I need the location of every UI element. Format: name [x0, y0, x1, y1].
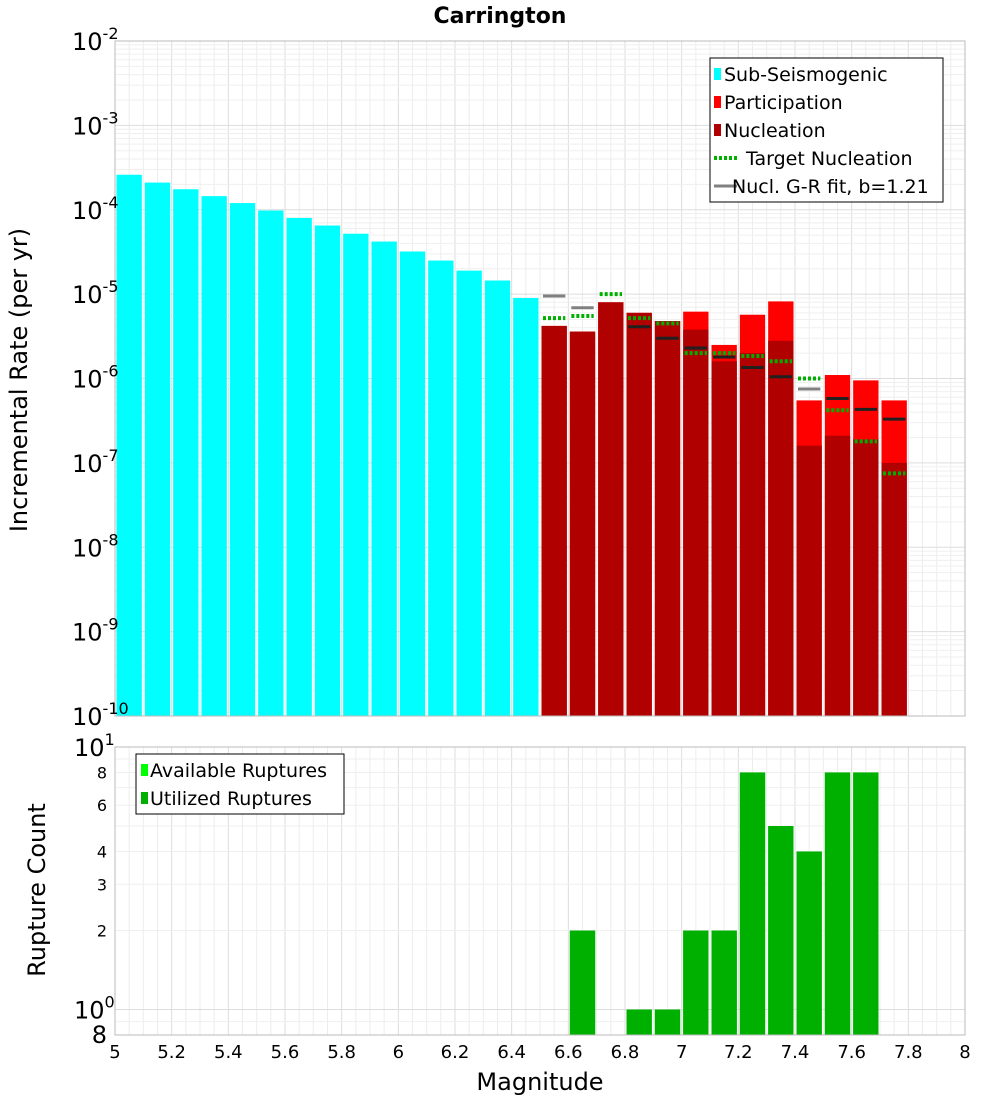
count-y-tick-label: 3: [97, 875, 107, 894]
x-tick-label: 6: [393, 1042, 404, 1063]
count-y-tick-label: 100: [74, 993, 115, 1025]
x-axis-label: Magnitude: [476, 1068, 603, 1096]
rate-legend-nucl-g-r-fit-b-1-21-label: Nucl. G-R fit, b=1.21: [732, 176, 929, 198]
rate-bar-sub-seismogenic: [229, 203, 256, 716]
count-bar-utilized-ruptures: [796, 851, 822, 1035]
count-legend-utilized-ruptures-label: Utilized Ruptures: [150, 788, 312, 810]
rate-bar-nucleation: [768, 340, 794, 716]
x-tick-label: 7.2: [724, 1042, 753, 1063]
rate-bar-nucleation: [881, 462, 907, 716]
rate-legend-target-nucleation-label: Target Nucleation: [745, 148, 913, 170]
rate-bar-sub-seismogenic: [428, 260, 454, 716]
x-tick-label: 6.4: [497, 1042, 526, 1063]
count-bar-utilized-ruptures: [569, 930, 596, 1035]
rate-bar-sub-seismogenic: [343, 233, 369, 716]
x-tick-label: 8: [959, 1042, 970, 1063]
x-tick-label: 7.4: [781, 1042, 810, 1063]
count-y-tick-label: 6: [97, 796, 107, 815]
count-legend-available-ruptures-label: Available Ruptures: [150, 760, 327, 782]
rate-y-tick-label: 10-4: [72, 193, 119, 225]
rate-y-tick-label: 10-9: [72, 615, 119, 647]
rate-plot-frame: [114, 40, 966, 717]
rate-bar-nucleation: [598, 302, 624, 716]
rate-legend-box: [709, 57, 944, 203]
rate-bar-sub-seismogenic: [201, 196, 227, 716]
rate-legend-participation-swatch: [714, 96, 721, 108]
rate-legend-nucleation-swatch: [714, 124, 721, 136]
rate-bar-nucleation: [654, 321, 681, 716]
count-y-tick-label: 2: [97, 922, 107, 941]
rate-legend-sub-seismogenic-swatch: [714, 68, 721, 80]
x-tick-label: 7.8: [894, 1042, 923, 1063]
rate-bar-sub-seismogenic: [286, 217, 312, 716]
rate-bar-nucleation: [739, 353, 766, 716]
x-tick-label: 6.2: [441, 1042, 470, 1063]
rate-bar-sub-seismogenic: [456, 270, 482, 716]
rate-y-tick-label: 10-6: [72, 362, 119, 394]
rate-bar-sub-seismogenic: [314, 225, 341, 716]
rate-bar-sub-seismogenic: [484, 280, 511, 716]
chart-title: Carrington: [434, 4, 567, 29]
x-tick-label: 7: [676, 1042, 687, 1063]
count-legend-box: [135, 753, 345, 815]
rate-bar-sub-seismogenic: [144, 182, 171, 716]
x-tick-label: 7.6: [837, 1042, 866, 1063]
rate-bar-nucleation: [683, 329, 709, 716]
rate-bar-sub-seismogenic: [371, 241, 397, 717]
count-y-axis-label: Rupture Count: [23, 803, 51, 977]
count-y-tick-label: 8: [97, 763, 107, 782]
rate-bar-sub-seismogenic: [258, 210, 284, 716]
count-bar-utilized-ruptures: [654, 1009, 681, 1035]
count-bar-utilized-ruptures: [768, 826, 794, 1035]
rate-plot: 10-10 10-9 10-8 10-7 10-6 10-5 10-4 10-3 10-2 Sub…: [72, 24, 966, 731]
x-tick-label: 5.8: [327, 1042, 356, 1063]
count-bar-utilized-ruptures: [739, 772, 766, 1035]
rate-bar-nucleation: [853, 439, 879, 716]
x-tick-label: 6.6: [554, 1042, 583, 1063]
rate-y-tick-label: 10-5: [72, 277, 119, 309]
count-bar-utilized-ruptures: [626, 1009, 652, 1035]
x-tick-label: 5.6: [271, 1042, 300, 1063]
rate-y-tick-label: 10-3: [72, 108, 119, 140]
count-bar-utilized-ruptures: [711, 930, 737, 1035]
rate-bar-nucleation: [626, 312, 652, 716]
x-tick-label: 5.2: [157, 1042, 186, 1063]
rate-y-tick-label: 10-8: [72, 530, 119, 562]
rate-bar-nucleation: [796, 445, 822, 716]
rate-legend-sub-seismogenic-label: Sub-Seismogenic: [724, 64, 888, 86]
rate-bar-sub-seismogenic: [116, 174, 142, 716]
rate-y-tick-label: 10-7: [72, 446, 119, 478]
rate-y-axis-label: Incremental Rate (per yr): [5, 228, 33, 532]
count-legend-utilized-ruptures-swatch: [141, 792, 148, 804]
rate-legend-nucleation-label: Nucleation: [724, 120, 826, 142]
rate-bar-nucleation: [569, 331, 596, 716]
count-y-tick-label: 8: [92, 1021, 107, 1049]
count-plot-frame: [114, 746, 966, 1036]
count-y-tick-label: 4: [97, 842, 107, 861]
rate-y-tick-label: 10-10: [72, 699, 129, 731]
rate-bar-sub-seismogenic: [399, 251, 426, 716]
rate-y-tick-label: 10-2: [72, 24, 119, 56]
rate-bar-nucleation: [824, 435, 851, 716]
x-tick-label: 6.8: [611, 1042, 640, 1063]
count-bar-utilized-ruptures: [824, 772, 851, 1035]
count-y-tick-label: 101: [74, 730, 115, 762]
count-bar-utilized-ruptures: [853, 772, 879, 1035]
rate-bar-nucleation: [541, 325, 567, 716]
rate-bar-sub-seismogenic: [513, 297, 539, 716]
rate-bar-sub-seismogenic: [173, 189, 199, 717]
count-legend-available-ruptures-swatch: [141, 764, 148, 776]
x-tick-label: 5: [109, 1042, 120, 1063]
rate-bar-nucleation: [711, 361, 737, 716]
rate-legend-participation-label: Participation: [724, 92, 843, 114]
x-tick-label: 5.4: [214, 1042, 243, 1063]
count-bar-utilized-ruptures: [683, 930, 709, 1035]
